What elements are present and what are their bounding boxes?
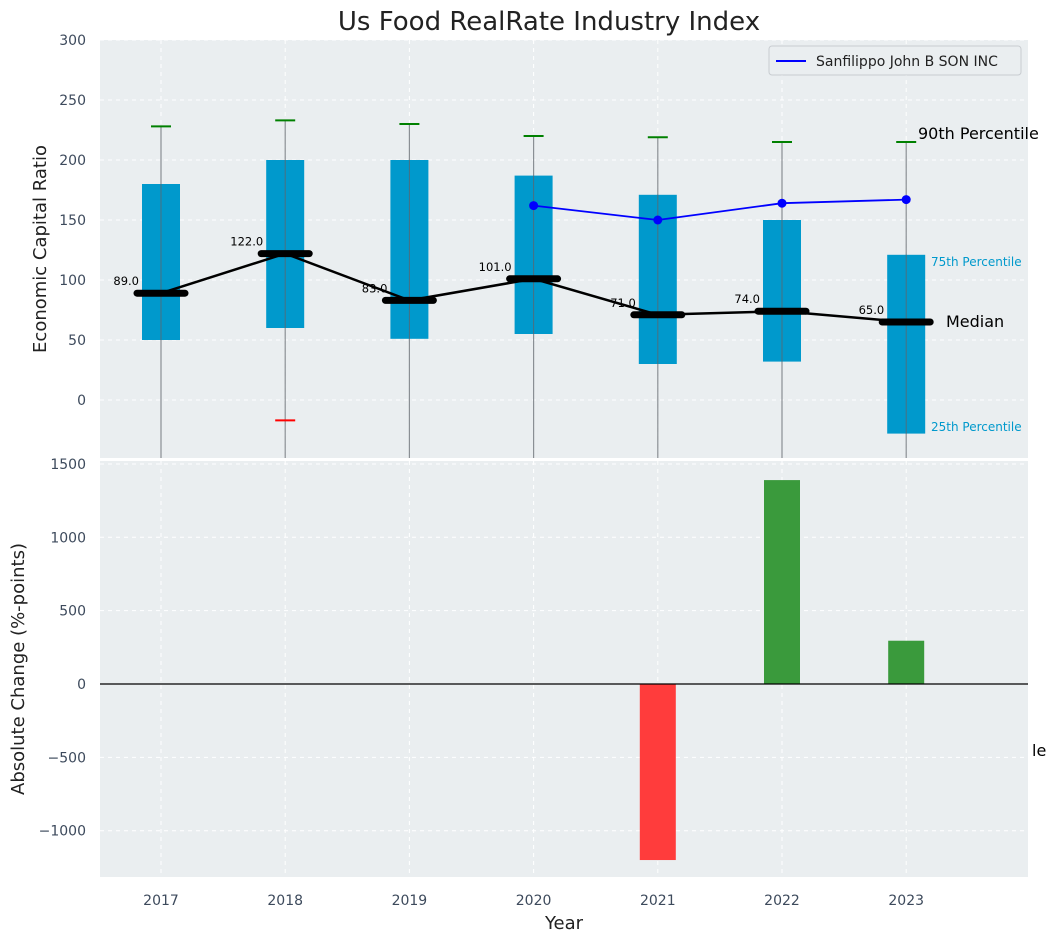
bottom-plot-area <box>100 461 1028 877</box>
top-y-tick-label: 200 <box>59 153 86 169</box>
median-label: 83.0 <box>362 281 388 295</box>
p90-annotation: 90th Percentile <box>918 124 1039 143</box>
p25-annotation: 25th Percentile <box>931 420 1022 434</box>
x-tick-label: 2021 <box>640 893 676 909</box>
median-label: 122.0 <box>230 235 263 249</box>
median-label: 71.0 <box>610 296 636 310</box>
legend-box <box>768 45 1022 76</box>
top-y-tick-label: 250 <box>59 93 86 109</box>
p75-annotation: 75th Percentile <box>931 255 1022 269</box>
top-y-tick-label: 100 <box>59 273 86 289</box>
top-y-axis-label: Economic Capital Ratio <box>30 145 51 353</box>
median-label: 74.0 <box>734 292 760 306</box>
bottom-y-ticks: −1000 −500 0 500 1000 1500 <box>39 457 86 840</box>
x-ticks: 2017 2018 2019 2020 2021 2022 2023 <box>143 893 924 909</box>
company-point <box>653 215 663 225</box>
x-tick-label: 2020 <box>516 893 552 909</box>
change-bar-2023 <box>888 640 925 684</box>
top-y-tick-label: 150 <box>59 213 86 229</box>
bottom-y-tick-label: 0 <box>77 677 86 693</box>
median-label: 89.0 <box>113 274 139 288</box>
bottom-y-tick-label: −1000 <box>39 824 86 840</box>
x-axis-label: Year <box>544 913 584 934</box>
bottom-marks <box>100 480 1028 861</box>
x-tick-label: 2017 <box>143 893 179 909</box>
top-y-ticks: 0 50 100 150 200 250 300 <box>59 33 86 409</box>
change-bar-2021 <box>639 684 676 861</box>
bottom-y-tick-label: 1500 <box>50 457 86 473</box>
company-point <box>529 201 539 211</box>
company-line <box>533 198 907 221</box>
top-marks: 89.0 122.0 83.0 101.0 71.0 74.0 65.0 <box>113 119 934 458</box>
top-y-tick-label: 50 <box>68 333 86 349</box>
clipped-annotation: le <box>1032 741 1046 760</box>
median-annotation: Median <box>946 312 1004 331</box>
bottom-y-tick-label: 500 <box>59 604 86 620</box>
legend-label: Sanfilippo John B SON INC <box>816 54 998 70</box>
top-y-tick-label: 0 <box>77 393 86 409</box>
bottom-panel: −1000 −500 0 500 1000 1500 Absolute Change (%… <box>8 457 1046 877</box>
top-y-tick-label: 300 <box>59 33 86 49</box>
bottom-y-tick-label: −500 <box>48 750 86 766</box>
x-tick-label: 2023 <box>888 893 924 909</box>
chart-title: Us Food RealRate Industry Index <box>338 7 760 37</box>
x-tick-label: 2019 <box>392 893 428 909</box>
x-tick-label: 2022 <box>764 893 800 909</box>
median-label: 101.0 <box>479 260 512 274</box>
legend: Sanfilippo John B SON INC <box>768 45 1022 76</box>
top-plot-area <box>100 40 1028 458</box>
top-panel: 0 50 100 150 200 250 300 89.0 122.0 83.0 101.0 71.… <box>30 33 1039 458</box>
change-bar-2022 <box>764 480 800 684</box>
company-point <box>901 195 911 205</box>
company-point <box>777 198 787 208</box>
bottom-y-axis-label: Absolute Change (%-points) <box>8 543 29 795</box>
x-tick-label: 2018 <box>267 893 303 909</box>
median-label: 65.0 <box>859 303 885 317</box>
bottom-y-tick-label: 1000 <box>50 530 86 546</box>
